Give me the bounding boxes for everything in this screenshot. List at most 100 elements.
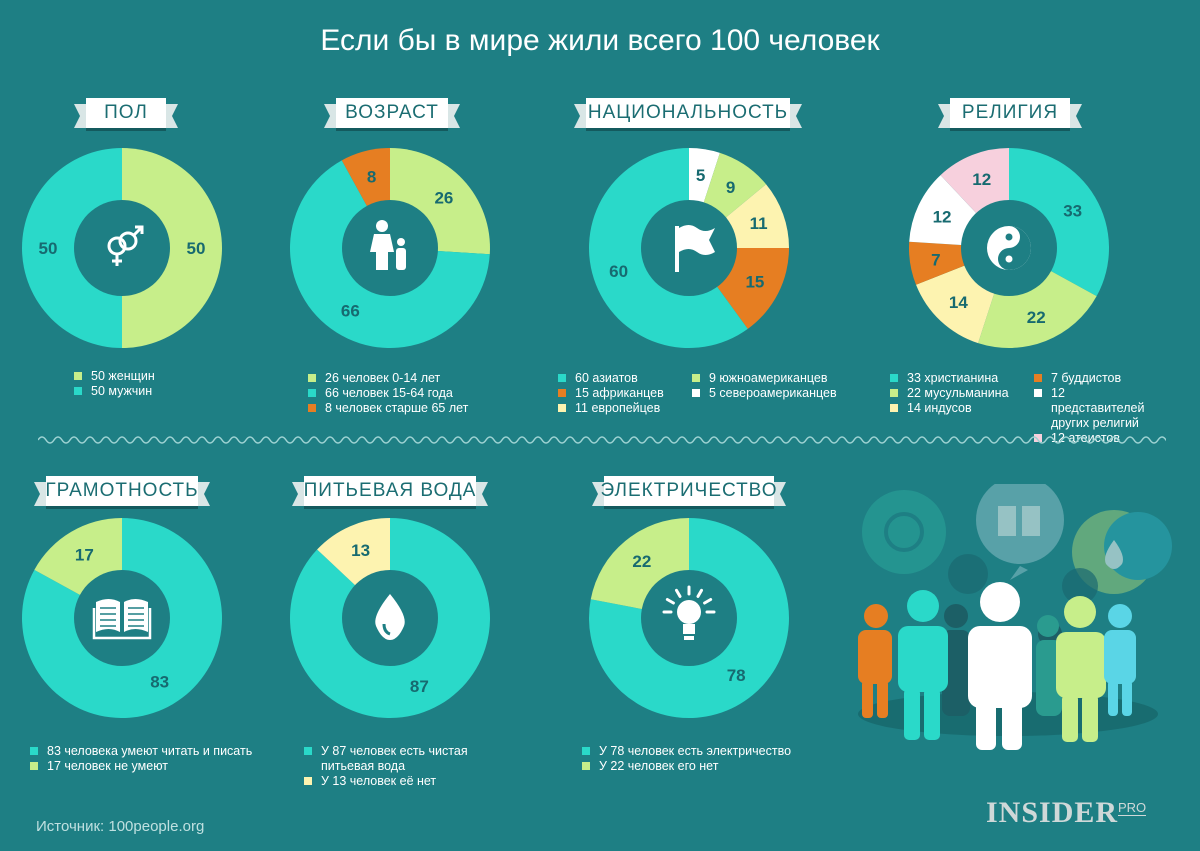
insider-logo-sup: PRO: [1118, 800, 1147, 816]
data-label: 60: [609, 262, 628, 281]
legend-item: 50 мужчин: [74, 384, 155, 399]
literacy-legend: 83 человека умеют читать и писать 17 чело…: [30, 744, 252, 774]
light-bulb-icon: [662, 585, 716, 640]
age-donut-chart: 26 66 8: [290, 148, 490, 348]
legend-label: 22 мусульманина: [907, 386, 1009, 400]
legend-swatch: [308, 389, 316, 397]
data-label: 13: [351, 541, 370, 560]
legend-swatch: [304, 777, 312, 785]
legend-label: 17 человек не умеют: [47, 759, 169, 773]
legend-item: 17 человек не умеют: [30, 759, 252, 774]
legend-swatch: [558, 374, 566, 382]
data-label: 78: [727, 666, 746, 685]
data-label: 14: [949, 293, 968, 312]
literacy-donut-chart: 83 17: [22, 518, 222, 718]
legend-label: У 13 человек её нет: [321, 774, 437, 788]
ribbon-nationality: НАЦИОНАЛЬНОСТЬ: [574, 98, 802, 132]
legend-label: 11 европейцев: [575, 401, 661, 415]
legend-item: 5 североамериканцев: [692, 386, 837, 401]
data-label: 87: [410, 677, 429, 696]
speech-bubble-book-icon: [976, 484, 1064, 580]
chart-title: ГРАМОТНОСТЬ: [45, 480, 199, 501]
wavy-divider: [38, 436, 1166, 444]
nationality-legend-col1: 60 азиатов 15 африканцев 11 европейцев: [558, 371, 664, 416]
legend-item: 8 человек старше 65 лет: [308, 401, 468, 416]
slice-gender-1: [22, 148, 122, 348]
legend-label: У 87 человек есть чистая питьевая вода: [321, 744, 468, 773]
legend-item: 12 представителей других религий: [1034, 386, 1144, 431]
religion-legend-col1: 33 христианина 22 мусульманина 14 индусов: [890, 371, 1009, 416]
nationality-legend-col2: 9 южноамериканцев 5 североамериканцев: [692, 371, 837, 401]
chart-title: ПИТЬЕВАЯ ВОДА: [303, 480, 477, 501]
legend-item: 15 африканцев: [558, 386, 664, 401]
book-icon: [92, 599, 152, 640]
data-label: 12: [933, 207, 952, 226]
data-label: 50: [39, 239, 58, 258]
data-label: 22: [1027, 308, 1046, 327]
legend-label: 60 азиатов: [575, 371, 638, 385]
legend-swatch: [692, 389, 700, 397]
chart-title: ВОЗРАСТ: [345, 102, 439, 123]
nationality-donut-chart: 60 15 11 9 5: [589, 148, 789, 348]
legend-label: 15 африканцев: [575, 386, 664, 400]
gender-icon: [107, 225, 144, 266]
data-label: 7: [931, 251, 940, 270]
legend-swatch: [692, 374, 700, 382]
legend-swatch: [558, 389, 566, 397]
legend-item: У 78 человек есть электричество: [582, 744, 791, 759]
water-legend: У 87 человек есть чистая питьевая вода У …: [304, 744, 474, 789]
data-label: 83: [150, 673, 169, 692]
data-label: 33: [1063, 201, 1082, 220]
legend-swatch: [558, 404, 566, 412]
data-label: 8: [367, 167, 376, 186]
data-label: 5: [696, 166, 705, 185]
data-label: 17: [75, 545, 94, 564]
electricity-legend: У 78 человек есть электричество У 22 чело…: [582, 744, 791, 774]
legend-item: У 13 человек её нет: [304, 774, 474, 789]
person-figure: [898, 590, 948, 740]
legend-item: 9 южноамериканцев: [692, 371, 837, 386]
chart-title: ЭЛЕКТРИЧЕСТВО: [600, 480, 778, 501]
chart-title: РЕЛИГИЯ: [961, 102, 1059, 123]
religion-donut-chart: 33 22 14 7 12 12: [909, 148, 1109, 348]
legend-item: 66 человек 15-64 года: [308, 386, 468, 401]
legend-item: 50 женщин: [74, 369, 155, 384]
ribbon-electricity: ЭЛЕКТРИЧЕСТВО: [592, 476, 786, 510]
data-label: 11: [750, 214, 768, 233]
person-figure: [1104, 604, 1136, 716]
legend-item: У 87 человек есть чистая питьевая вода: [304, 744, 474, 774]
legend-item: 60 азиатов: [558, 371, 664, 386]
person-figure: [1036, 615, 1062, 716]
ribbon-water: ПИТЬЕВАЯ ВОДА: [292, 476, 488, 510]
chart-title: ПОЛ: [104, 102, 148, 123]
legend-swatch: [1034, 374, 1042, 382]
speech-bubble-yin-yang-icon: [862, 490, 946, 574]
legend-swatch: [890, 374, 898, 382]
ribbon-gender: ПОЛ: [74, 98, 178, 132]
legend-item: У 22 человек его нет: [582, 759, 791, 774]
legend-label: 66 человек 15-64 года: [325, 386, 453, 400]
family-icon: [370, 220, 406, 270]
legend-swatch: [890, 404, 898, 412]
legend-swatch: [1034, 434, 1042, 442]
ribbon-literacy: ГРАМОТНОСТЬ: [34, 476, 210, 510]
people-crowd-illustration: [858, 484, 1172, 750]
legend-label: 50 мужчин: [91, 384, 153, 398]
legend-item: 26 человек 0-14 лет: [308, 371, 468, 386]
legend-swatch: [1034, 389, 1042, 397]
legend-swatch: [890, 389, 898, 397]
data-label: 12: [972, 170, 991, 189]
legend-label: У 78 человек есть электричество: [599, 744, 792, 758]
legend-swatch: [74, 372, 82, 380]
legend-label: 26 человек 0-14 лет: [325, 371, 441, 385]
flag-icon: [675, 225, 715, 272]
legend-swatch: [74, 387, 82, 395]
slice-gender-0: [122, 148, 222, 348]
chart-title: НАЦИОНАЛЬНОСТЬ: [587, 102, 789, 123]
legend-swatch: [582, 762, 590, 770]
gender-legend: 50 женщин 50 мужчин: [74, 369, 155, 399]
legend-label: 7 буддистов: [1051, 371, 1122, 385]
data-label: 9: [726, 178, 735, 197]
page-title: Если бы в мире жили всего 100 человек: [320, 24, 880, 57]
person-figure: [1056, 596, 1106, 742]
